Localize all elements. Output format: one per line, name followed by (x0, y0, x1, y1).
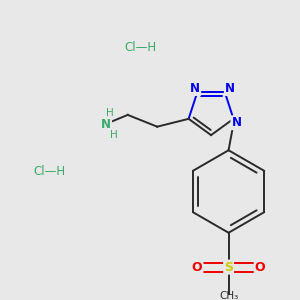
Text: O: O (255, 261, 265, 274)
Text: N: N (190, 82, 200, 95)
Text: Cl—H: Cl—H (124, 40, 156, 54)
Text: O: O (192, 261, 203, 274)
Text: H: H (106, 108, 114, 118)
Text: N: N (225, 82, 235, 95)
Text: CH₃: CH₃ (219, 292, 238, 300)
Text: S: S (224, 261, 233, 274)
Text: Cl—H: Cl—H (34, 165, 66, 178)
Text: N: N (231, 116, 242, 129)
Text: H: H (110, 130, 118, 140)
Text: N: N (101, 118, 111, 131)
